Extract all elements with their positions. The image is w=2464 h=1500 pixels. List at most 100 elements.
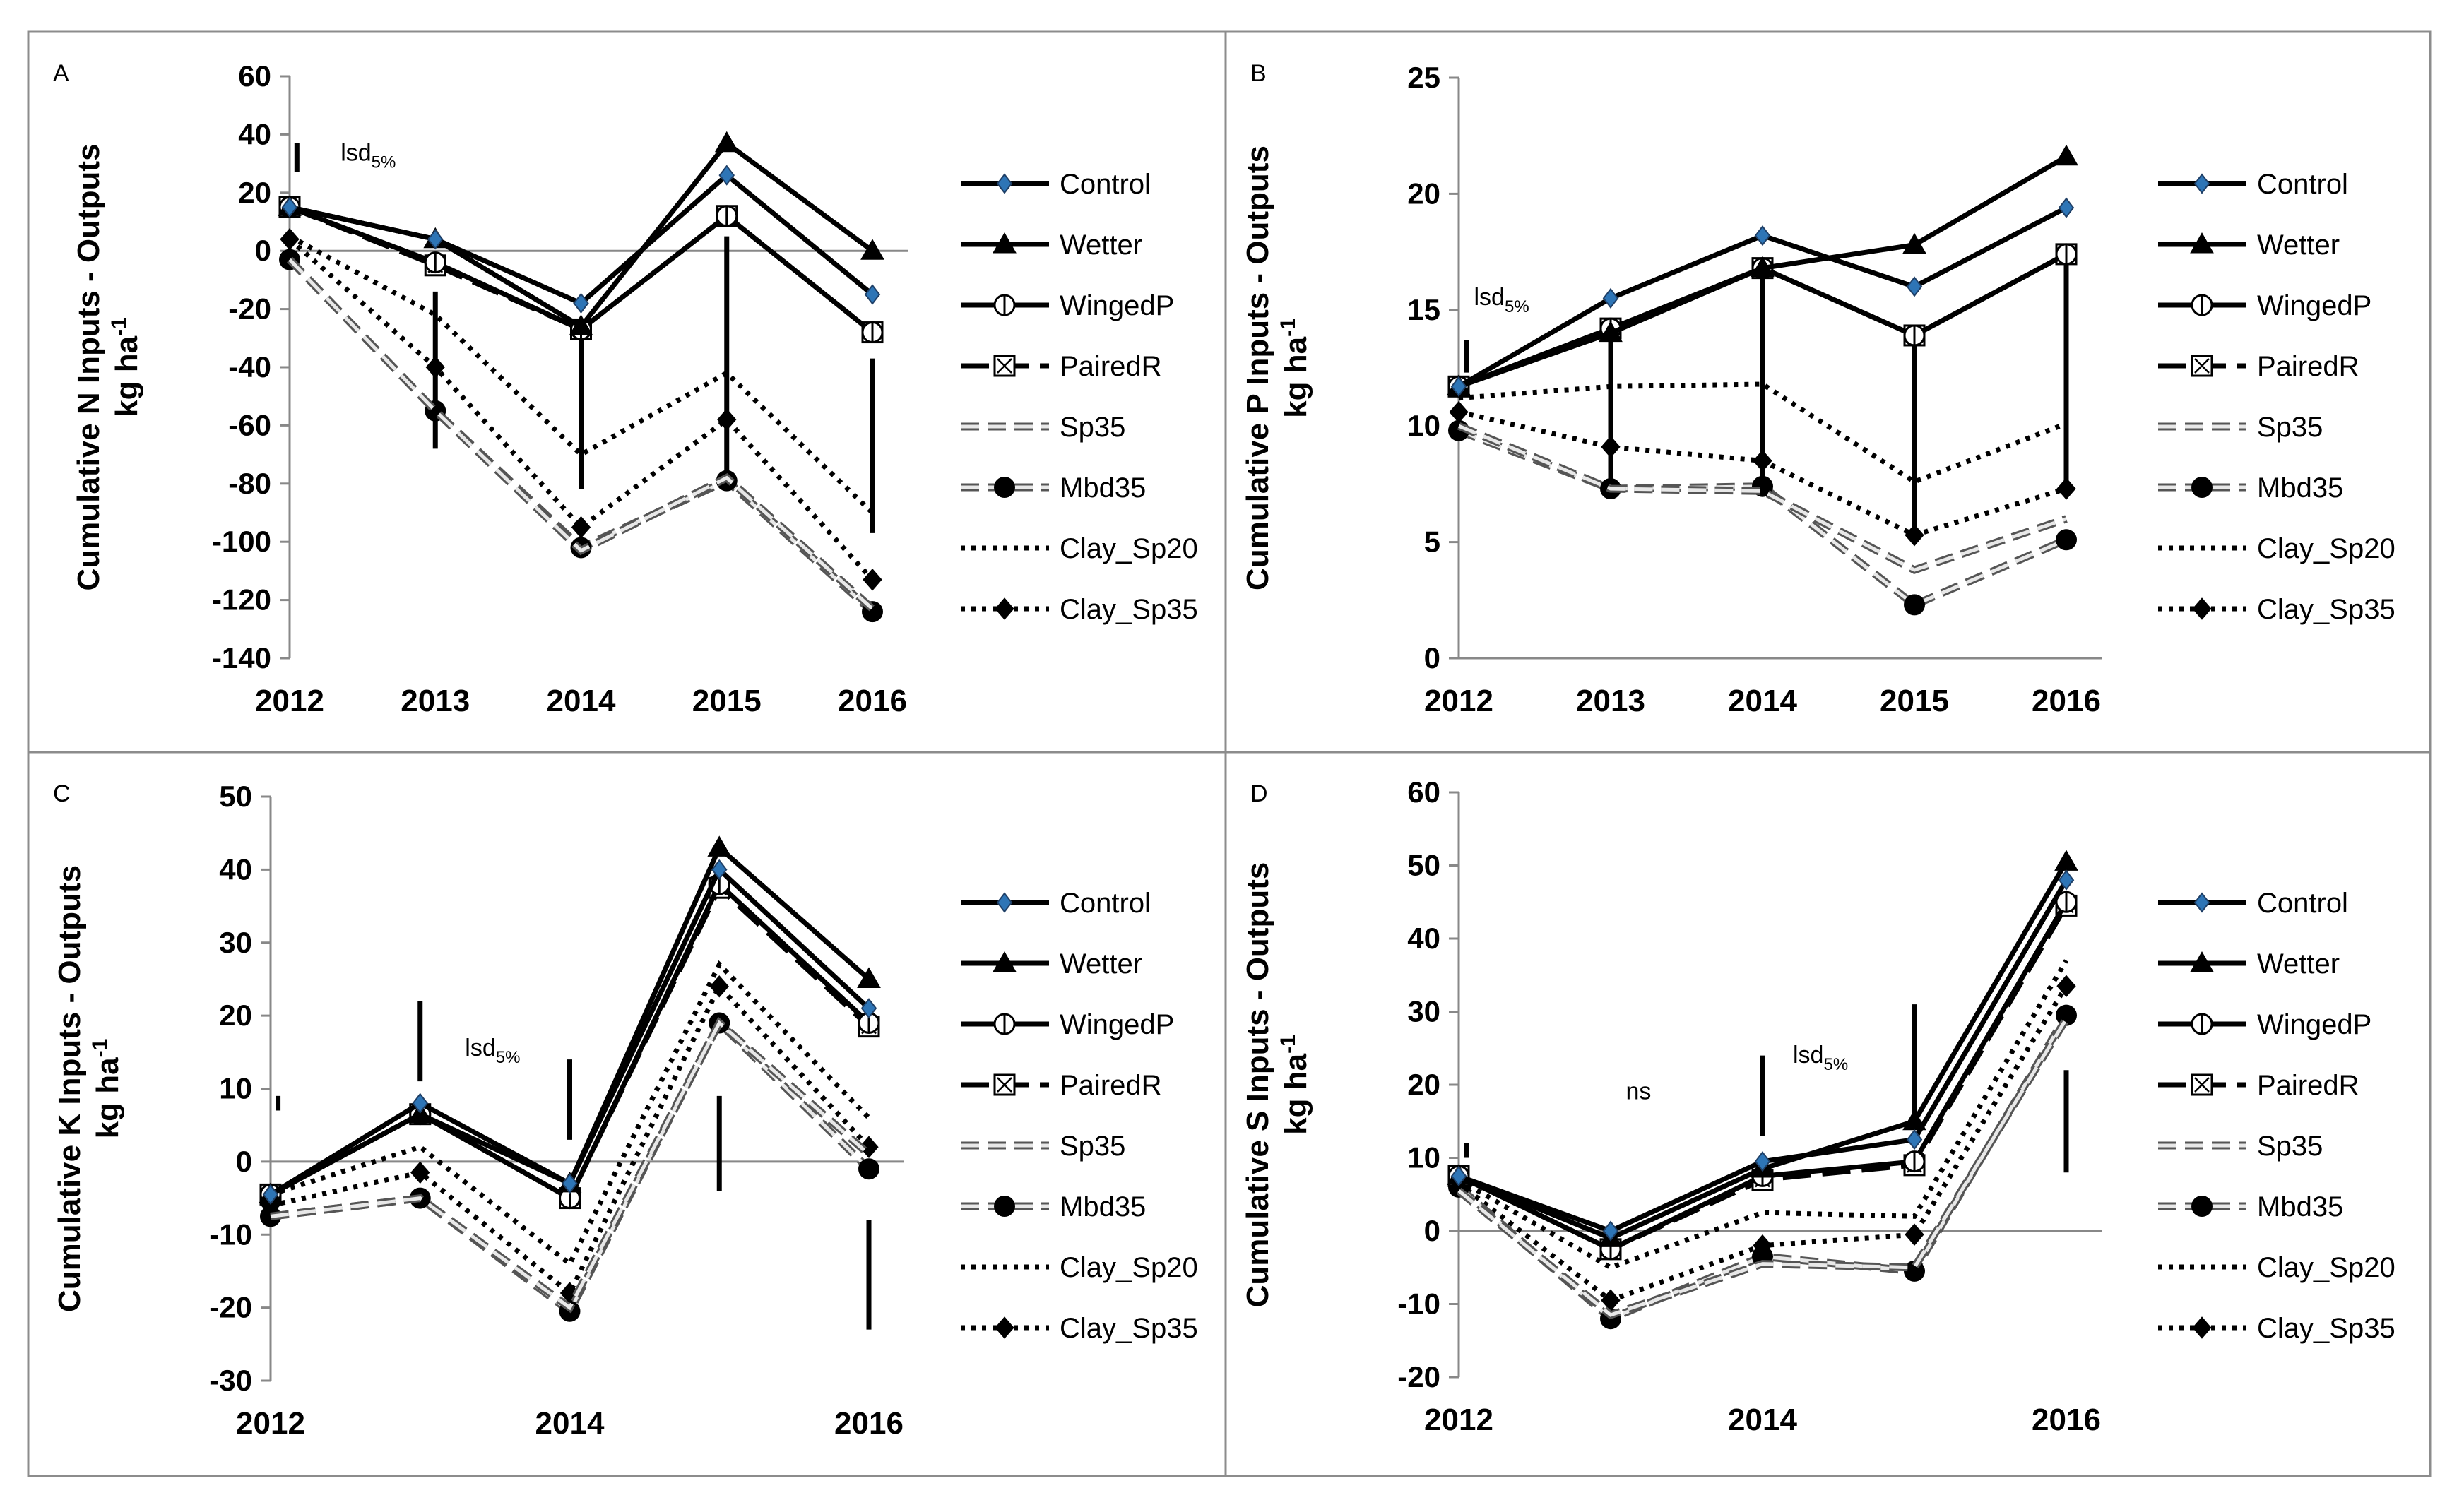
legend-label: WingedP [2257, 1009, 2371, 1040]
panel-C: C -30 -20 -10 0 10 20 30 40 50 2012 2014 2016 Cumulat… [27, 751, 1227, 1477]
legend-entry-Mbd35: Mbd35 [961, 1191, 1146, 1222]
legend-entry-Wetter: Wetter [2158, 230, 2340, 261]
x-tick-label: 2012 [1424, 684, 1493, 718]
legend-label: Sp35 [1060, 412, 1125, 443]
x-tick-label: 2016 [834, 1406, 904, 1441]
legend-marker-Wetter [993, 951, 1017, 972]
legend-marker-PairedR-cross [2194, 1077, 2210, 1093]
panel-frame [27, 751, 1227, 1477]
legend-entry-WingedP: WingedP [961, 1009, 1174, 1040]
legend-label: Clay_Sp35 [1060, 1313, 1198, 1344]
y-tick-label: -10 [1397, 1287, 1440, 1321]
y-tick-label: 10 [1407, 1141, 1440, 1174]
series-Sp35 [287, 256, 875, 612]
lsd-label: lsd5% [1793, 1042, 1848, 1074]
legend-marker-Clay_Sp35 [2192, 597, 2212, 620]
legend-entry-WingedP: WingedP [2158, 290, 2371, 321]
point-Control-2012 [1450, 1165, 1467, 1187]
ns-label: ns [1626, 1078, 1652, 1105]
point-Clay_Sp35-2016 [863, 568, 882, 591]
legend-label: Control [2257, 169, 2348, 200]
x-tick-label: 2016 [2032, 1403, 2101, 1437]
point-Mbd35-2012 [260, 1206, 281, 1227]
x-tick-label: 2014 [1728, 1403, 1797, 1437]
x-tick-label: 2012 [236, 1406, 305, 1441]
point-Control-2014 [1754, 1151, 1771, 1172]
y-tick-label: 60 [238, 59, 271, 93]
legend-entry-Control: Control [2158, 888, 2348, 919]
legend-label: Wetter [1060, 948, 1142, 980]
y-tick-label: -140 [212, 641, 271, 674]
panel-letter: A [53, 60, 69, 87]
series-PairedR [259, 876, 880, 1210]
series-line-Clay_Sp35 [288, 237, 875, 582]
y-tick-label: 30 [219, 926, 252, 959]
y-tick-label: -100 [212, 525, 271, 558]
series-line-Sp35-inner [288, 258, 874, 610]
legend-marker-Clay_Sp35 [995, 1316, 1014, 1339]
point-Clay_Sp35-2016 [2056, 975, 2076, 998]
y-axis-label: Cumulative P Inputs - Outputs [1240, 145, 1275, 590]
point-Control-2016 [2058, 869, 2075, 891]
point-Control-2016 [2058, 197, 2075, 218]
point-Clay_Sp35-2013 [410, 1161, 430, 1184]
legend-marker-PairedR-cross [2194, 358, 2210, 374]
point-Wetter-2015 [707, 835, 732, 857]
legend-label: Control [1060, 169, 1151, 200]
series-Control [262, 859, 877, 1206]
legend-entry-Control: Control [961, 888, 1151, 919]
legend-entry-WingedP: WingedP [2158, 1009, 2371, 1040]
point-Clay_Sp35-2013 [1601, 436, 1621, 458]
series-line-Sp35-inner [1458, 424, 2067, 572]
point-Control-2013 [412, 1093, 429, 1114]
legend-entry-Control: Control [961, 169, 1151, 200]
legend-entry-Clay_Sp35: Clay_Sp35 [961, 1313, 1198, 1344]
legend-entry-Sp35: Sp35 [2158, 412, 2323, 443]
y-tick-label: -30 [209, 1364, 252, 1397]
panel-letter: B [1250, 60, 1267, 87]
legend-marker-Clay_Sp35 [2192, 1316, 2212, 1339]
point-Clay_Sp35-2014 [1753, 449, 1772, 472]
legend-marker-Wetter [993, 232, 1017, 254]
y-tick-label: 20 [238, 176, 271, 209]
y-axis-label: Cumulative S Inputs - Outputs [1240, 862, 1275, 1308]
point-Clay_Sp35-2014 [571, 516, 591, 539]
point-Mbd35-2015 [1904, 594, 1925, 616]
point-Clay_Sp35-2015 [1905, 1223, 1924, 1246]
series-Clay_Sp35 [280, 227, 882, 591]
legend-entry-Sp35: Sp35 [961, 1131, 1125, 1162]
legend-entry-Clay_Sp20: Clay_Sp20 [961, 533, 1198, 564]
legend-marker-Mbd35 [994, 1196, 1015, 1217]
legend-label: WingedP [2257, 290, 2371, 321]
legend-marker-Control [996, 173, 1013, 194]
legend-marker-Clay_Sp35 [995, 597, 1014, 620]
legend-entry-PairedR: PairedR [961, 351, 1162, 382]
legend-label: Wetter [2257, 230, 2340, 261]
legend-entry-Wetter: Wetter [961, 948, 1142, 980]
x-tick-label: 2014 [1728, 684, 1797, 718]
point-Control-2013 [427, 229, 444, 250]
legend-label: Clay_Sp20 [1060, 1252, 1198, 1283]
point-Wetter-2014 [569, 314, 593, 335]
point-Wetter-2013 [1599, 321, 1623, 343]
y-axis-unit: kg ha-1 [88, 1039, 125, 1139]
legend-marker-Control [2193, 173, 2210, 194]
legend-label: Mbd35 [2257, 1191, 2343, 1222]
legend-entry-Clay_Sp20: Clay_Sp20 [2158, 1252, 2395, 1283]
legend-marker-Control [2193, 892, 2210, 913]
legend-entry-PairedR: PairedR [961, 1070, 1162, 1101]
y-tick-label: 10 [219, 1072, 252, 1105]
legend-label: Control [2257, 888, 2348, 919]
y-axis-unit: kg ha-1 [107, 317, 144, 417]
series-Sp35 [270, 1016, 872, 1314]
legend-marker-Mbd35 [2191, 1196, 2213, 1217]
legend-label: Mbd35 [1060, 1191, 1146, 1222]
legend-label: Mbd35 [1060, 472, 1146, 504]
series-line-Sp35-inner [270, 1020, 870, 1311]
legend-entry-PairedR: PairedR [2158, 351, 2359, 382]
y-tick-label: 40 [219, 852, 252, 886]
lsd-label: lsd5% [1474, 284, 1529, 316]
point-Clay_Sp35-2016 [2056, 477, 2076, 500]
x-tick-label: 2014 [547, 684, 616, 718]
